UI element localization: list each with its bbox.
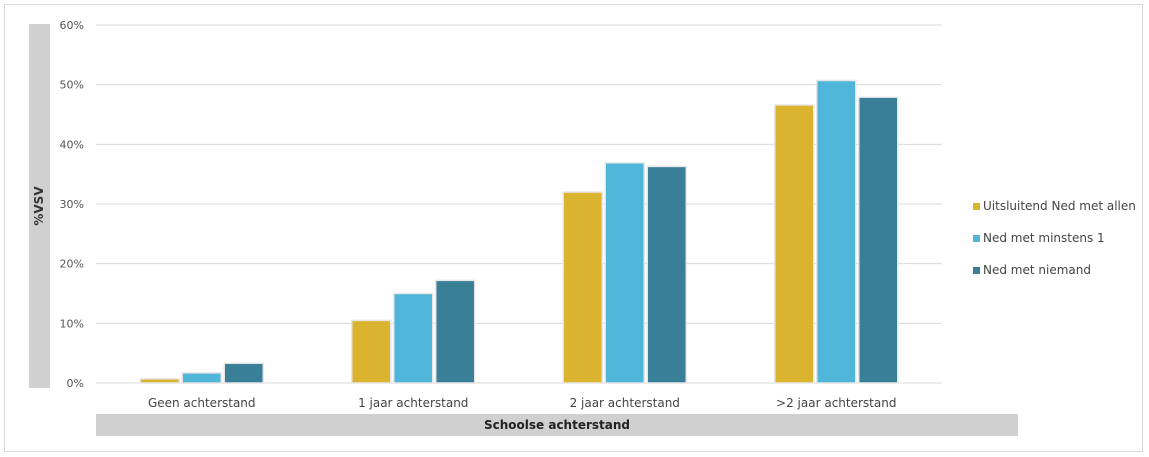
bar [223, 362, 264, 384]
x-axis-label: Schoolse achterstand [483, 418, 630, 432]
bar [816, 79, 857, 384]
chart-frame [4, 4, 1143, 452]
bar [181, 372, 222, 384]
bar [604, 162, 645, 384]
x-category-label: 2 jaar achterstand [570, 396, 680, 410]
bar [351, 319, 392, 384]
legend-item: Ned met minstens 1 [973, 222, 1136, 254]
legend-item: Uitsluitend Ned met allen [973, 190, 1136, 222]
bar [393, 292, 434, 384]
y-tick-label: 10% [60, 317, 84, 330]
bar [646, 165, 687, 384]
legend-label: Ned met niemand [983, 263, 1091, 277]
bar [139, 378, 180, 384]
y-tick-label: 0% [67, 377, 84, 390]
y-tick-label: 40% [60, 138, 84, 151]
bar [774, 104, 815, 384]
bar [858, 96, 899, 384]
legend-label: Ned met minstens 1 [983, 231, 1105, 245]
legend-swatch [973, 266, 980, 274]
y-tick-label: 60% [60, 19, 84, 32]
bar [562, 191, 603, 384]
x-category-label: >2 jaar achterstand [776, 396, 896, 410]
x-category-label: Geen achterstand [148, 396, 256, 410]
bar [435, 279, 476, 384]
y-tick-label: 30% [60, 198, 84, 211]
y-tick-label: 50% [60, 79, 84, 92]
legend-swatch [973, 202, 980, 210]
y-axis-label-box [29, 24, 50, 388]
x-category-label: 1 jaar achterstand [358, 396, 468, 410]
x-axis-label-box: Schoolse achterstand [96, 414, 1018, 436]
y-tick-label: 20% [60, 258, 84, 271]
legend: Uitsluitend Ned met allen Ned met minsten… [973, 190, 1136, 286]
legend-label: Uitsluitend Ned met allen [983, 199, 1136, 213]
legend-swatch [973, 234, 980, 242]
legend-item: Ned met niemand [973, 254, 1136, 286]
